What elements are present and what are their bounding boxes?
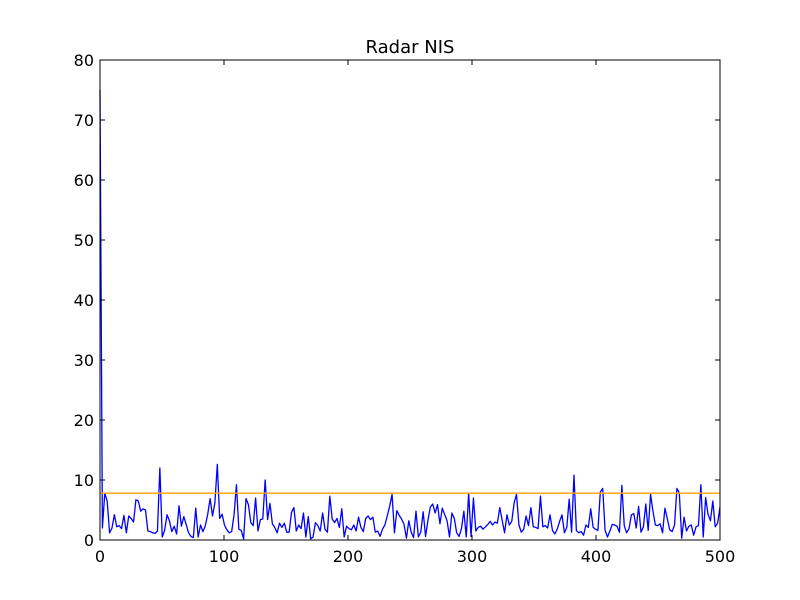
series-line-nis (99, 89, 721, 540)
y-tick-label: 0 (84, 531, 94, 550)
y-tick-label: 30 (74, 351, 94, 370)
x-tick-label: 100 (209, 547, 240, 566)
y-tick-label: 20 (74, 411, 94, 430)
y-tick-label: 70 (74, 111, 94, 130)
x-tick-label: 400 (581, 547, 612, 566)
x-tick-label: 200 (333, 547, 364, 566)
y-tick-label: 50 (74, 231, 94, 250)
x-tick-label: 300 (457, 547, 488, 566)
y-tick-label: 80 (74, 51, 94, 70)
x-tick-label: 0 (95, 547, 105, 566)
y-tick-label: 40 (74, 291, 94, 310)
plot-frame (99, 59, 721, 541)
chart-title: Radar NIS (366, 37, 455, 58)
plot-area: 0 100 200 300 400 500 0 10 20 30 40 50 60 70 80 (74, 51, 736, 566)
y-tick-label: 60 (74, 171, 94, 190)
x-tick-label: 500 (705, 547, 736, 566)
y-tick-label: 10 (74, 471, 94, 490)
